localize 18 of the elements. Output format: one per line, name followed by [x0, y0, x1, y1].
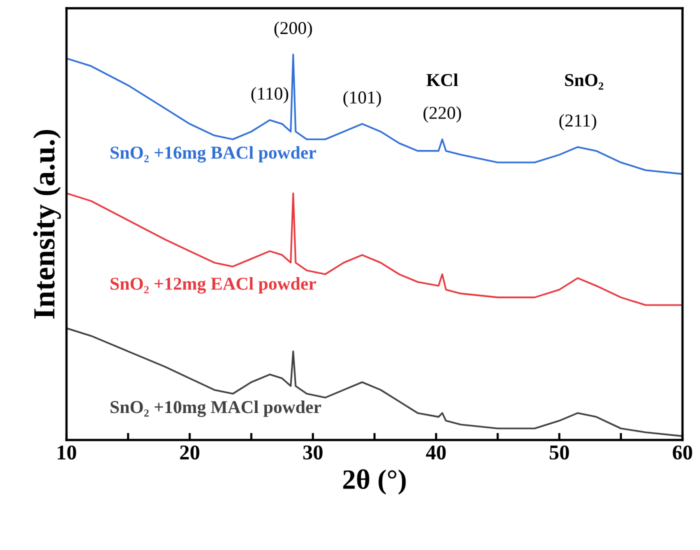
annotation: (211) [559, 114, 596, 130]
y-axis-title: Intensity (a.u.) [33, 130, 61, 319]
annotation: (200) [274, 21, 312, 38]
annotation: SnO₂ [565, 74, 604, 90]
annotation: (110) [251, 87, 288, 104]
series-label: SnO₂ +16mg BACl powder [110, 146, 316, 163]
x-tick-label: 50 [550, 445, 569, 460]
annotation: (101) [343, 90, 381, 108]
series-label: SnO₂ +10mg MACl powder [110, 400, 322, 417]
annotation: (220) [424, 106, 462, 123]
x-tick-label: 60 [672, 445, 692, 460]
x-tick-label: 10 [58, 445, 76, 460]
annotation: KCl [426, 73, 458, 86]
x-tick-label: 30 [303, 445, 323, 460]
x-tick-label: 40 [426, 445, 446, 460]
x-axis-title: 2θ (°) [343, 469, 406, 495]
series-label: SnO₂ +12mg EACl powder [110, 277, 316, 294]
x-tick-label: 20 [180, 445, 200, 460]
